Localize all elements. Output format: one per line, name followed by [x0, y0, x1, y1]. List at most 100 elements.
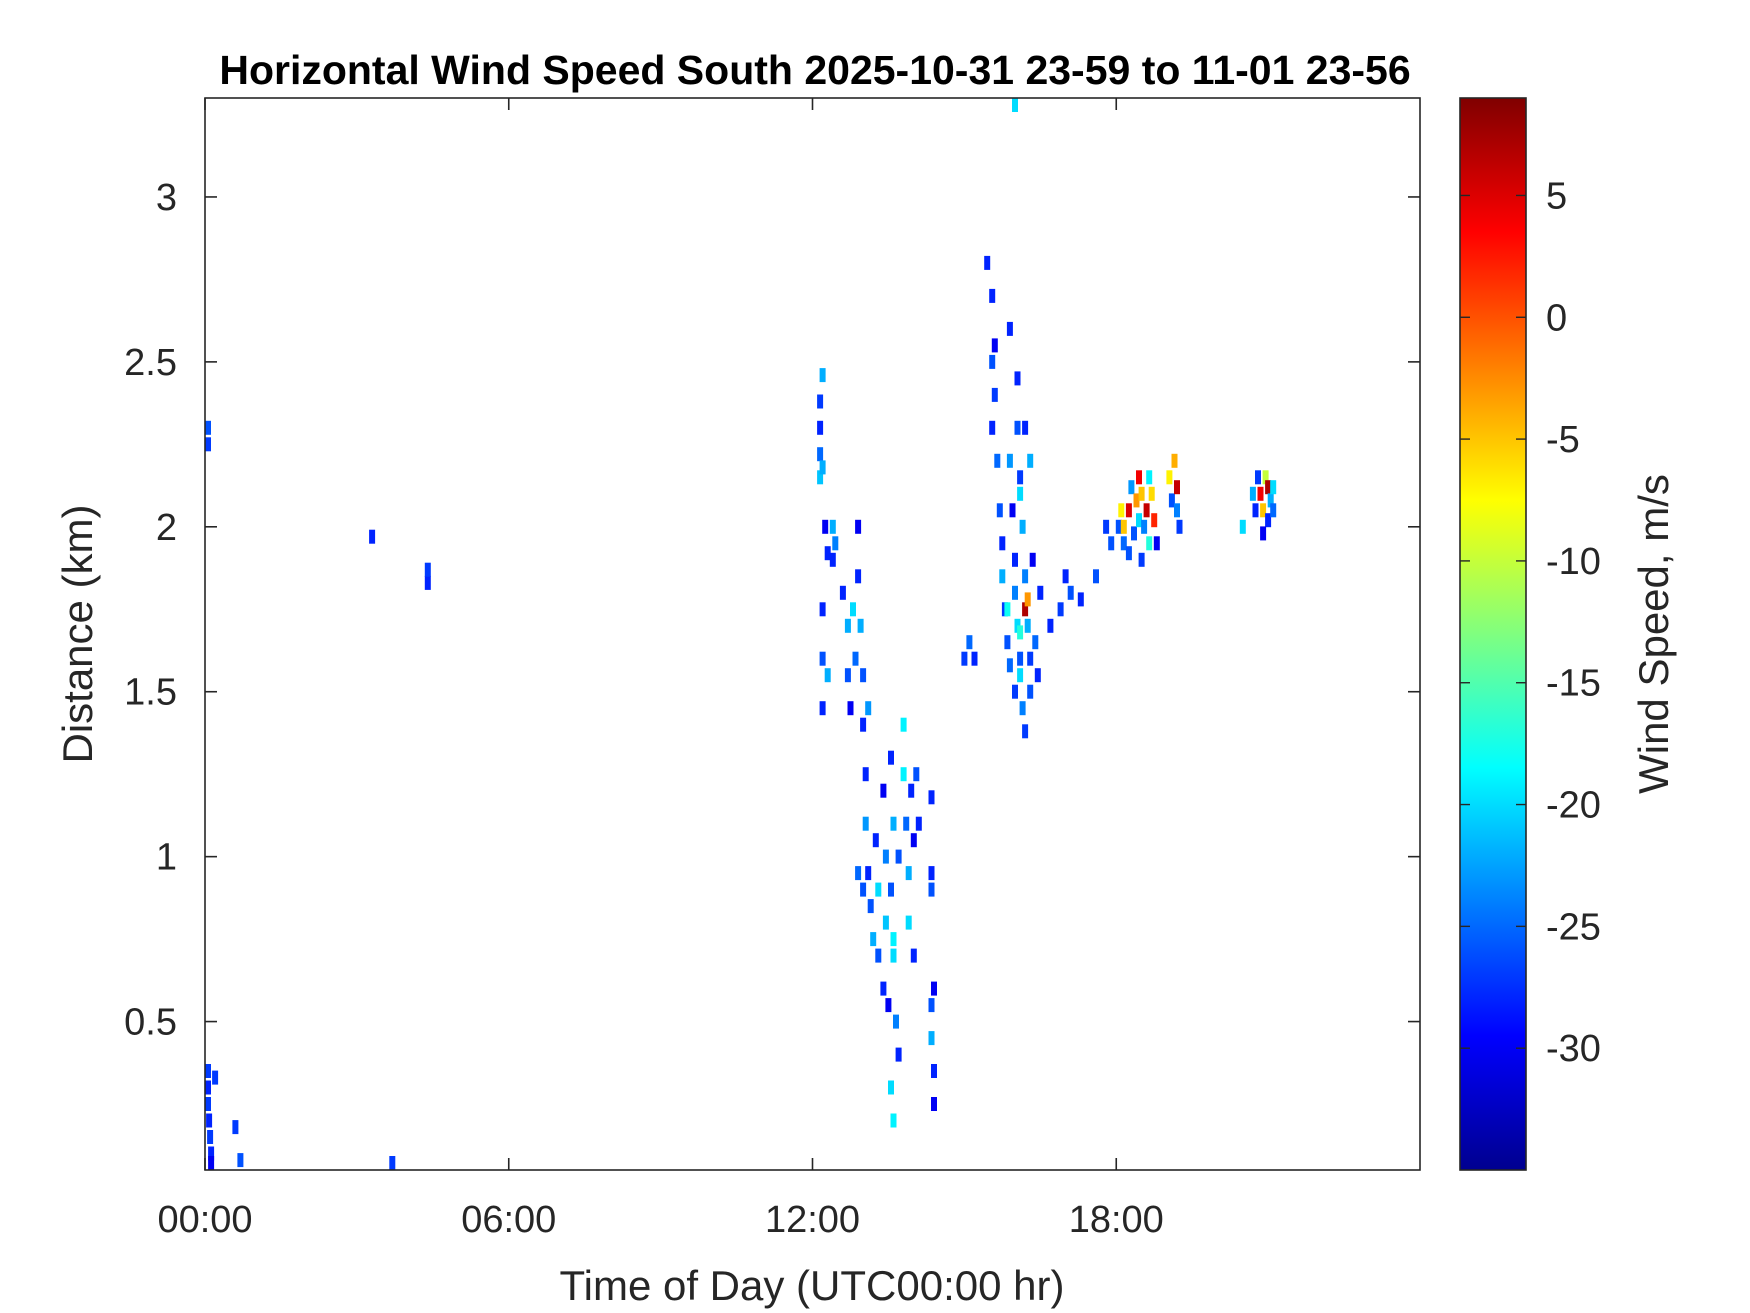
heatmap-cell [1262, 470, 1269, 485]
heatmap-cell [1136, 470, 1142, 485]
heatmap-cell [1138, 552, 1145, 567]
heatmap-cell [870, 932, 877, 947]
heatmap-cell [205, 420, 211, 435]
heatmap-cell [1027, 453, 1034, 468]
heatmap-cell [1029, 552, 1036, 567]
heatmap-cell [900, 767, 907, 782]
heatmap-cell [999, 569, 1006, 584]
heatmap-cell [860, 882, 867, 897]
heatmap-cell [205, 437, 211, 452]
heatmap-cell [1131, 526, 1137, 541]
heatmap-cell [1093, 569, 1099, 584]
heatmap-cell [232, 1120, 239, 1135]
heatmap-cell [1022, 420, 1029, 435]
heatmap-cell [875, 948, 882, 963]
heatmap-cell [819, 602, 826, 617]
heatmap-cell [1103, 519, 1110, 534]
heatmap-cell [931, 1097, 937, 1111]
heatmap-cell [1012, 585, 1018, 600]
heatmap-cell [862, 816, 869, 831]
heatmap-cell [852, 651, 859, 666]
heatmap-cell [865, 701, 872, 716]
heatmap-cell [1027, 651, 1034, 666]
heatmap-cell [1012, 684, 1018, 699]
heatmap-cell [1176, 519, 1183, 534]
heatmap-cell [865, 866, 872, 881]
heatmap-cell [839, 585, 846, 600]
heatmap-cell [872, 833, 879, 848]
heatmap-cell [832, 536, 839, 551]
heatmap-cell [905, 866, 912, 881]
heatmap-cell [850, 602, 856, 617]
heatmap-cell [817, 420, 824, 435]
heatmap-cell [1012, 552, 1018, 567]
heatmap-cell [989, 288, 996, 303]
heatmap-cell [1125, 503, 1132, 518]
colorbar-label: Wind Speed, m/s [1630, 474, 1677, 794]
heatmap-cell [915, 816, 922, 831]
heatmap-cell [1146, 470, 1153, 485]
heatmap-cell [1260, 526, 1267, 541]
x-tick-label: 06:00 [461, 1199, 556, 1241]
heatmap-cell [931, 981, 937, 996]
heatmap-cell [1032, 635, 1039, 650]
heatmap-cell [1017, 486, 1024, 501]
heatmap-cell [1006, 453, 1013, 468]
heatmap-cell [208, 1146, 215, 1161]
heatmap-cell [994, 453, 1001, 468]
heatmap-cell [1024, 618, 1031, 633]
heatmap-cell [1138, 486, 1145, 501]
heatmap-cell [928, 1031, 935, 1046]
heatmap-cell [1239, 519, 1246, 534]
heatmap-cell [1057, 602, 1064, 617]
heatmap-cell [1174, 503, 1180, 518]
heatmap-cell [996, 503, 1003, 518]
heatmap-cell [931, 1064, 937, 1078]
colorbar-tick-label: -30 [1546, 1028, 1601, 1070]
heatmap-cell [890, 932, 897, 947]
heatmap-cell [205, 1097, 211, 1111]
heatmap-cell [895, 849, 902, 864]
x-axis-label: Time of Day (UTC00:00 hr) [560, 1262, 1065, 1309]
heatmap-cell [1012, 98, 1018, 112]
heatmap-cell [819, 701, 826, 716]
plot-area [205, 98, 1420, 1170]
heatmap-cell [819, 651, 826, 666]
heatmap-cell [1270, 503, 1277, 518]
y-axis: 0.5 1 1.5 2 2.5 3 [124, 177, 1420, 1044]
heatmap-cell [888, 750, 894, 765]
heatmap-cell [860, 717, 867, 732]
heatmap-cell [237, 1153, 244, 1168]
heatmap-cell [208, 1156, 215, 1170]
colorbar-tick-label: -25 [1546, 906, 1601, 948]
heatmap-cell [1118, 503, 1125, 518]
heatmap-cell [1136, 513, 1142, 528]
heatmap-cell [1255, 470, 1261, 485]
heatmap-cell [1006, 658, 1013, 673]
heatmap-cell [1143, 503, 1150, 518]
heatmap-cells [205, 98, 1277, 1170]
heatmap-cell [1174, 480, 1180, 495]
heatmap-cell [928, 882, 935, 897]
heatmap-cell [1252, 503, 1259, 518]
y-tick-label: 2 [156, 507, 177, 549]
heatmap-cell [857, 618, 864, 633]
heatmap-cell [1141, 519, 1148, 534]
y-tick-label: 3 [156, 177, 177, 219]
heatmap-cell [860, 668, 867, 683]
heatmap-cell [900, 717, 907, 732]
heatmap-cell [817, 447, 824, 462]
heatmap-cell [1133, 493, 1140, 508]
heatmap-cell [875, 882, 882, 897]
y-tick-label: 1 [156, 837, 177, 879]
heatmap-cell [888, 1080, 894, 1095]
heatmap-cell [1017, 668, 1024, 683]
heatmap-cell [817, 470, 824, 485]
heatmap-cell [991, 338, 998, 353]
heatmap-cell [369, 529, 376, 544]
colorbar-tick-label: 0 [1546, 297, 1567, 339]
heatmap-cell [862, 767, 869, 782]
heatmap-cell [424, 562, 431, 577]
heatmap-cell [205, 1064, 211, 1078]
heatmap-cell [205, 1080, 211, 1095]
